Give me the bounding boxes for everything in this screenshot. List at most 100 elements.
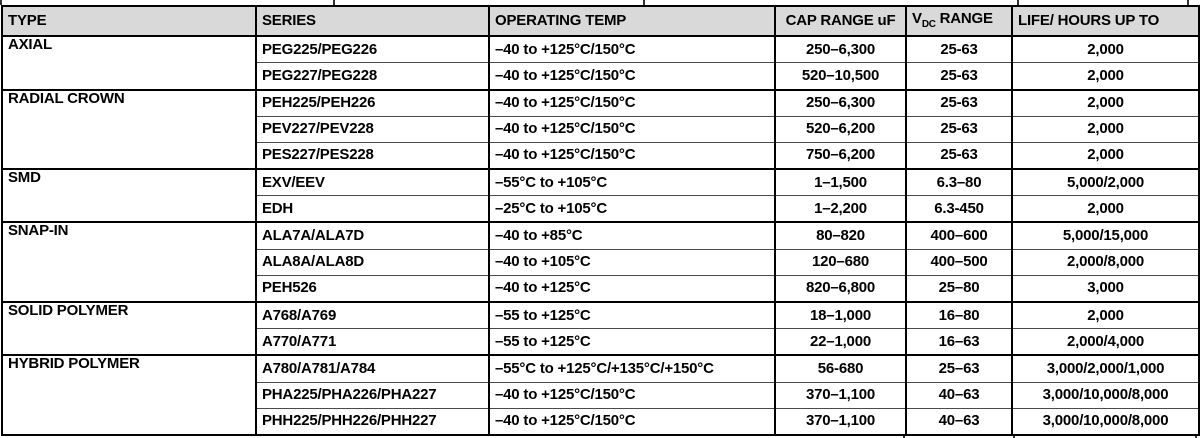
vdc-cell: 40–63 — [905, 381, 1013, 409]
table-row: PES227/PES228 –40 to +125°C/150°C 750–6,… — [2, 141, 1200, 170]
cap-cell: 22–1,000 — [774, 328, 907, 356]
life-cell: 3,000/2,000/1,000 — [1011, 354, 1200, 383]
table-row: A770/A771 –55 to +125°C 22–1,000 16–63 2… — [2, 328, 1200, 356]
series-cell: PHH225/PHH226/PHH227 — [255, 407, 490, 436]
header-life-hours: LIFE/ HOURS UP TO — [1011, 5, 1200, 37]
crop-line-stub — [1013, 434, 1015, 438]
header-cap-range: CAP RANGE uF — [774, 5, 907, 37]
life-cell: 2,000 — [1011, 62, 1200, 90]
series-cell: PEH225/PEH226 — [255, 89, 490, 117]
header-operating-temp: OPERATING TEMP — [488, 5, 776, 37]
crop-line-stub — [1187, 0, 1189, 5]
temp-cell: –55°C to +125°C/+135°C/+150°C — [488, 354, 776, 383]
crop-line-stub — [1017, 0, 1019, 5]
crop-line-stub — [1195, 434, 1197, 438]
cap-cell: 120–680 — [774, 248, 907, 276]
life-cell: 5,000/2,000 — [1011, 168, 1200, 197]
table-row: SNAP-IN ALA7A/ALA7D –40 to +85°C 80–820 … — [1, 221, 1200, 303]
type-cell: SNAP-IN — [1, 221, 257, 303]
vdc-cell: 25-63 — [905, 89, 1013, 117]
temp-cell: –55°C to +105°C — [488, 168, 776, 197]
life-cell: 5,000/15,000 — [1011, 221, 1200, 250]
capacitor-series-table: TYPE SERIES OPERATING TEMP CAP RANGE uF … — [1, 5, 1200, 436]
vdc-cell: 40–63 — [905, 407, 1013, 436]
type-cell: HYBRID POLYMER — [1, 354, 257, 436]
series-cell: PEG227/PEG228 — [255, 62, 490, 90]
series-cell: ALA8A/ALA8D — [255, 248, 490, 276]
group-snap-in: SNAP-IN ALA7A/ALA7D –40 to +85°C 80–820 … — [1, 221, 1200, 303]
vdc-cell: 400–500 — [905, 248, 1013, 276]
life-cell: 2,000/4,000 — [1011, 328, 1200, 356]
header-series: SERIES — [255, 5, 490, 37]
group-solid-polymer: SOLID POLYMER A768/A769 –55 to +125°C 18… — [1, 301, 1200, 356]
table-row: RADIAL CROWN PEH225/PEH226 –40 to +125°C… — [1, 88, 1200, 170]
type-cell: RADIAL CROWN — [1, 88, 257, 170]
table-row: PEG227/PEG228 –40 to +125°C/150°C 520–10… — [2, 62, 1200, 90]
vdc-cell: 25-63 — [905, 141, 1013, 170]
series-cell: PEH526 — [255, 274, 490, 303]
temp-cell: –55 to +125°C — [488, 328, 776, 356]
life-cell: 2,000 — [1011, 195, 1200, 223]
cap-cell: 370–1,100 — [774, 381, 907, 409]
series-cell: A780/A781/A784 — [255, 354, 490, 383]
series-cell: ALA7A/ALA7D — [255, 221, 490, 250]
group-axial: AXIAL PEG225/PEG226 –40 to +125°C/150°C … — [1, 35, 1200, 90]
temp-cell: –40 to +125°C/150°C — [488, 115, 776, 143]
cap-cell: 250–6,300 — [774, 89, 907, 117]
table-row: AXIAL PEG225/PEG226 –40 to +125°C/150°C … — [1, 35, 1200, 90]
vdc-cell: 6.3-450 — [905, 195, 1013, 223]
vdc-cell: 25-63 — [905, 35, 1013, 64]
crop-line-stub — [0, 0, 2, 5]
temp-cell: –40 to +125°C — [488, 274, 776, 303]
temp-cell: –40 to +125°C/150°C — [488, 62, 776, 90]
temp-cell: –40 to +125°C/150°C — [488, 407, 776, 436]
vdc-sub: DC — [921, 19, 936, 31]
group-radial-crown: RADIAL CROWN PEH225/PEH226 –40 to +125°C… — [1, 88, 1200, 170]
vdc-cell: 400–600 — [905, 221, 1013, 250]
table-row: HYBRID POLYMER A780/A781/A784 –55°C to +… — [1, 354, 1200, 436]
cap-cell: 750–6,200 — [774, 141, 907, 170]
table-row: EDH –25°C to +105°C 1–2,200 6.3-450 2,00… — [2, 195, 1200, 223]
cap-cell: 56-680 — [774, 354, 907, 383]
series-cell: A768/A769 — [255, 301, 490, 330]
series-cell: PES227/PES228 — [255, 141, 490, 170]
vdc-rest: RANGE — [935, 10, 993, 28]
vdc-cell: 25-63 — [905, 62, 1013, 90]
cap-cell: 1–1,500 — [774, 168, 907, 197]
crop-line-stub — [903, 434, 905, 438]
series-cell: PHA225/PHA226/PHA227 — [255, 381, 490, 409]
temp-cell: –55 to +125°C — [488, 301, 776, 330]
life-cell: 3,000/10,000/8,000 — [1011, 407, 1200, 436]
group-smd: SMD EXV/EEV –55°C to +105°C 1–1,500 6.3–… — [1, 168, 1200, 223]
crop-line-stub — [333, 0, 335, 5]
vdc-cell: 16–80 — [905, 301, 1013, 330]
life-cell: 2,000 — [1011, 89, 1200, 117]
crop-line-stub — [643, 0, 645, 5]
life-cell: 2,000 — [1011, 141, 1200, 170]
cap-cell: 820–6,800 — [774, 274, 907, 303]
temp-cell: –40 to +85°C — [488, 221, 776, 250]
series-cell: PEG225/PEG226 — [255, 35, 490, 64]
type-cell: SMD — [1, 168, 257, 223]
type-cell: SOLID POLYMER — [1, 301, 257, 356]
table-row: PEH526 –40 to +125°C 820–6,800 25–80 3,0… — [2, 274, 1200, 303]
group-hybrid-polymer: HYBRID POLYMER A780/A781/A784 –55°C to +… — [1, 354, 1200, 436]
temp-cell: –40 to +125°C/150°C — [488, 89, 776, 117]
vdc-cell: 25–80 — [905, 274, 1013, 303]
type-cell: AXIAL — [1, 35, 257, 90]
life-cell: 2,000/8,000 — [1011, 248, 1200, 276]
header-type: TYPE — [1, 5, 257, 37]
life-cell: 2,000 — [1011, 35, 1200, 64]
cap-cell: 520–10,500 — [774, 62, 907, 90]
series-cell: EXV/EEV — [255, 168, 490, 197]
temp-cell: –40 to +125°C/150°C — [488, 141, 776, 170]
series-cell: EDH — [255, 195, 490, 223]
temp-cell: –25°C to +105°C — [488, 195, 776, 223]
cap-cell: 370–1,100 — [774, 407, 907, 436]
cap-cell: 520–6,200 — [774, 115, 907, 143]
temp-cell: –40 to +125°C/150°C — [488, 35, 776, 64]
series-cell: A770/A771 — [255, 328, 490, 356]
cap-cell: 80–820 — [774, 221, 907, 250]
vdc-cell: 25–63 — [905, 354, 1013, 383]
